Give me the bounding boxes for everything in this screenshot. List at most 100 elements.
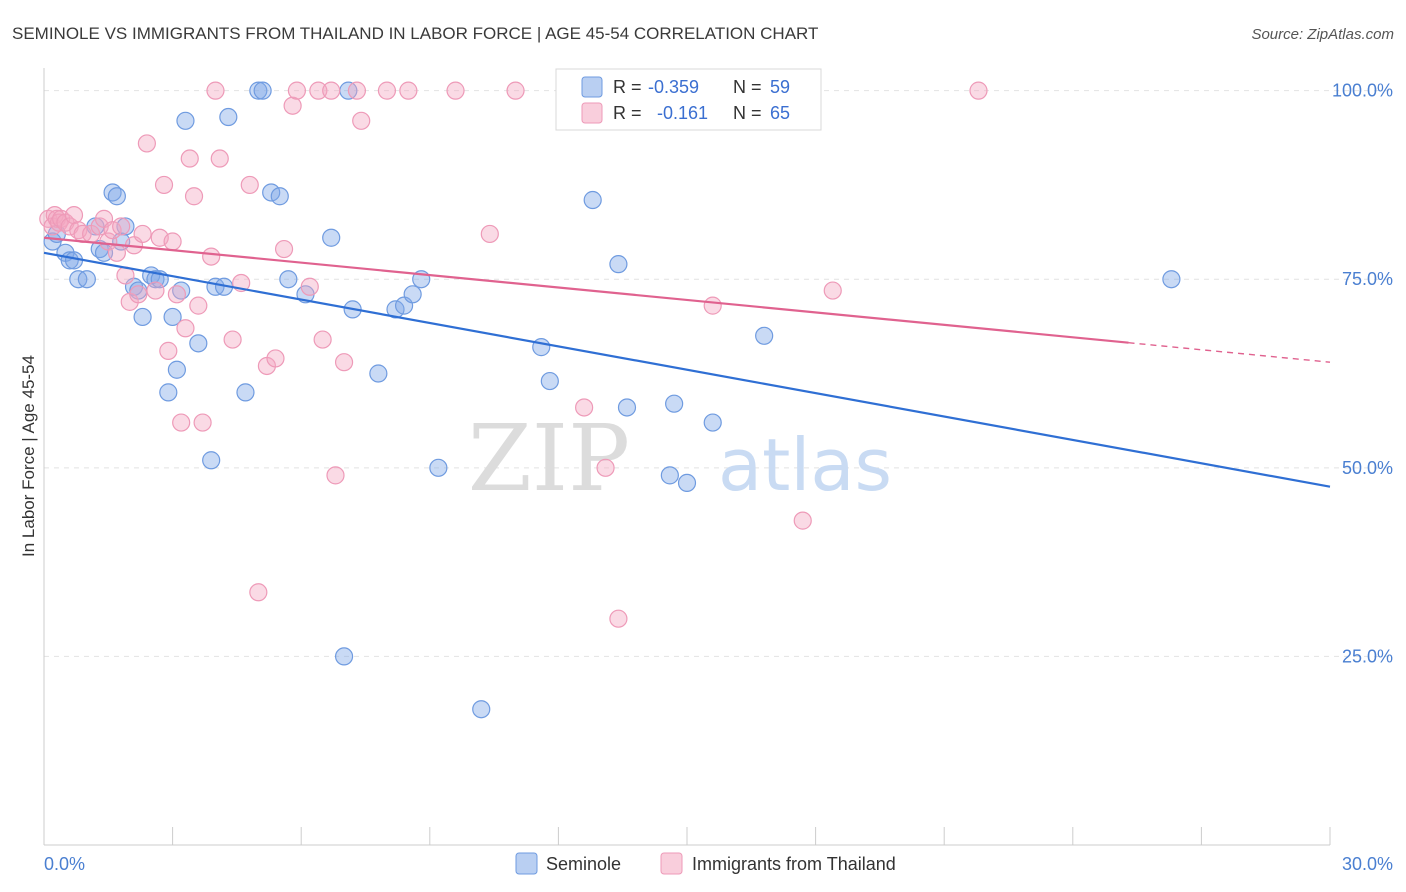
thailand-point: [64, 206, 84, 225]
y-axis-tick-labels: 25.0% 50.0% 75.0% 100.0%: [1332, 81, 1393, 667]
thailand-point: [202, 247, 221, 266]
seminole-point: [322, 228, 341, 247]
seminole-point: [403, 285, 422, 304]
thailand-point: [107, 243, 126, 262]
seminole-point: [279, 270, 298, 289]
seminole-point: [202, 451, 221, 470]
legend-r-value-thailand: -0.161: [657, 103, 708, 123]
thailand-point: [176, 319, 195, 338]
seminole-point: [189, 334, 208, 353]
legend-label-seminole: Seminole: [546, 854, 621, 874]
seminole-point: [617, 398, 637, 417]
thailand-trend-extension: [1128, 342, 1331, 363]
thailand-point: [266, 349, 285, 368]
legend-swatch-seminole: [581, 76, 603, 98]
chart-title: SEMINOLE VS IMMIGRANTS FROM THAILAND IN …: [12, 24, 818, 43]
legend-n-label: N =: [733, 103, 762, 123]
thailand-point: [703, 296, 722, 315]
seminole-point: [472, 700, 491, 719]
stats-legend: R = -0.359 N = 59 R = -0.161 N = 65: [555, 68, 822, 131]
thailand-point: [146, 281, 165, 300]
legend-swatch-seminole: [515, 852, 538, 875]
y-tick-label: 25.0%: [1342, 646, 1393, 666]
x-axis-ticks: [43, 827, 1331, 845]
legend-r-label: R =: [613, 103, 642, 123]
seminole-point: [167, 360, 186, 379]
thailand-point: [137, 134, 156, 153]
thailand-point: [129, 285, 148, 304]
seminole-point: [176, 111, 195, 130]
thailand-point: [103, 221, 122, 240]
seminole-point: [270, 187, 289, 206]
thailand-point: [180, 149, 199, 168]
seminole-point: [249, 81, 268, 100]
thailand-point: [193, 413, 212, 432]
thailand-point: [596, 458, 615, 477]
thailand-point: [249, 583, 268, 602]
seminole-point: [429, 458, 448, 477]
thailand-trend-line: [43, 236, 1129, 344]
thailand-point: [446, 81, 465, 100]
thailand-point: [969, 81, 988, 100]
seminole-point: [665, 394, 684, 413]
y-tick-label: 50.0%: [1342, 458, 1393, 478]
thailand-point: [823, 281, 842, 300]
thailand-point: [206, 81, 225, 100]
chart-source: Source: ZipAtlas.com: [1251, 26, 1394, 43]
seminole-point: [107, 187, 126, 206]
thailand-point: [609, 609, 628, 628]
thailand-point: [399, 81, 418, 100]
seminole-point: [755, 326, 774, 345]
legend-label-thailand: Immigrants from Thailand: [692, 854, 896, 874]
legend-swatch-thailand: [581, 102, 603, 124]
legend-n-value-seminole: 59: [770, 77, 790, 97]
legend-n-value-thailand: 65: [770, 103, 790, 123]
legend-n-label: N =: [733, 77, 762, 97]
seminole-point: [583, 190, 602, 210]
seminole-point: [262, 183, 281, 202]
thailand-point: [309, 81, 328, 100]
seminole-point: [1162, 270, 1181, 289]
seminole-point: [677, 473, 697, 493]
seminole-trend-line: [43, 251, 1331, 488]
thailand-point: [300, 277, 319, 296]
thailand-point: [352, 111, 371, 130]
thailand-point: [377, 81, 397, 100]
seminole-point: [163, 307, 182, 327]
legend-r-value-seminole: -0.359: [648, 77, 699, 97]
seminole-point: [386, 300, 405, 319]
y-axis-label: In Labor Force | Age 45-54: [19, 355, 38, 557]
legend-swatch-thailand: [660, 852, 683, 875]
thailand-point: [575, 398, 594, 417]
thailand-point: [240, 175, 259, 195]
series-legend: Seminole Immigrants from Thailand: [515, 852, 896, 875]
thailand-point: [506, 81, 525, 100]
thailand-point: [167, 285, 186, 304]
thailand-point: [172, 413, 191, 432]
thailand-point: [154, 175, 174, 195]
seminole-point: [77, 270, 96, 289]
seminole-point: [609, 255, 628, 274]
thailand-point: [313, 330, 332, 349]
y-tick-label: 75.0%: [1342, 269, 1393, 289]
seminole-point: [369, 364, 388, 383]
thailand-point: [189, 296, 208, 315]
thailand-point: [322, 81, 341, 100]
seminole-point: [219, 107, 238, 127]
thailand-point: [159, 341, 178, 360]
thailand-point: [274, 239, 294, 259]
seminole-point: [540, 371, 559, 391]
seminole-point: [159, 383, 178, 402]
gridlines: [44, 90, 1392, 657]
thailand-point: [793, 511, 812, 530]
thailand-point: [334, 353, 354, 372]
x-tick-label: 0.0%: [44, 854, 85, 874]
thailand-point: [326, 466, 345, 485]
trend-lines: [43, 236, 1331, 488]
thailand-point: [184, 187, 204, 206]
thailand-point: [480, 224, 499, 244]
watermark-atlas: atlas: [718, 423, 892, 507]
thailand-point: [223, 330, 242, 349]
thailand-point: [283, 96, 302, 115]
